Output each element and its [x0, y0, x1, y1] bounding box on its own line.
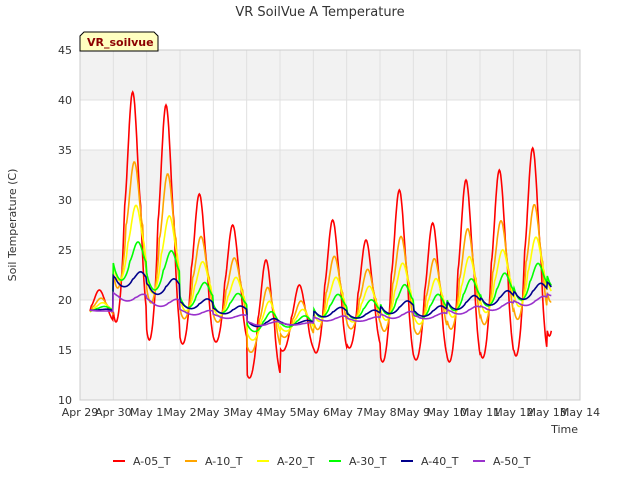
- plot-band: [80, 50, 580, 100]
- station-label-box: VR_soilvue: [79, 31, 159, 52]
- x-tick-label: May 1: [130, 406, 163, 419]
- y-tick-labels: 10 15 20 25 30 35 40 45: [58, 44, 72, 407]
- series-line-A-50_T: [89, 291, 552, 327]
- station-label: VR_soilvue: [87, 36, 154, 49]
- x-tick-label: May 5: [263, 406, 296, 419]
- x-tick-label: May 4: [230, 406, 263, 419]
- legend-label-A-40_T: A-40_T: [421, 455, 459, 468]
- series-line-A-40_T: [90, 270, 552, 328]
- y-tick-label: 30: [58, 194, 72, 207]
- y-tick-label: 45: [58, 44, 72, 57]
- y-tick-label: 15: [58, 344, 72, 357]
- x-tick-label: Apr 30: [95, 406, 132, 419]
- plot-area: [79, 49, 581, 401]
- x-tick-label: May 8: [363, 406, 396, 419]
- y-axis-title: Soil Temperature (C): [6, 169, 19, 282]
- legend-label-A-10_T: A-10_T: [205, 455, 243, 468]
- legend-label-A-05_T: A-05_T: [133, 455, 171, 468]
- x-tick-label: May 11: [460, 406, 500, 419]
- x-tick-label: May 14: [560, 406, 600, 419]
- y-tick-label: 20: [58, 294, 72, 307]
- x-tick-label: Apr 29: [62, 406, 99, 419]
- chart-title: VR SoilVue A Temperature: [235, 5, 404, 20]
- plot-band: [80, 350, 580, 400]
- x-tick-label: May 7: [330, 406, 363, 419]
- x-tick-label: May 6: [297, 406, 330, 419]
- x-tick-label: May 3: [197, 406, 230, 419]
- x-tick-label: May 12: [493, 406, 533, 419]
- y-tick-label: 35: [58, 144, 72, 157]
- x-tick-label: May 13: [527, 406, 567, 419]
- legend: A-05_T A-10_T A-20_T A-30_T A-40_T A-50_T: [113, 455, 531, 468]
- series-lines: [89, 90, 553, 379]
- plot-band: [80, 150, 580, 200]
- x-tick-label: May 10: [427, 406, 467, 419]
- y-tick-label: 40: [58, 94, 72, 107]
- legend-label-A-30_T: A-30_T: [349, 455, 387, 468]
- y-tick-label: 10: [58, 394, 72, 407]
- x-axis-title: Time: [550, 423, 578, 436]
- y-tick-label: 25: [58, 244, 72, 257]
- legend-label-A-20_T: A-20_T: [277, 455, 315, 468]
- legend-label-A-50_T: A-50_T: [493, 455, 531, 468]
- series-line-A-20_T: [89, 204, 552, 341]
- series-line-A-05_T: [89, 90, 553, 379]
- x-tick-label: May 9: [397, 406, 430, 419]
- x-tick-label: May 2: [163, 406, 196, 419]
